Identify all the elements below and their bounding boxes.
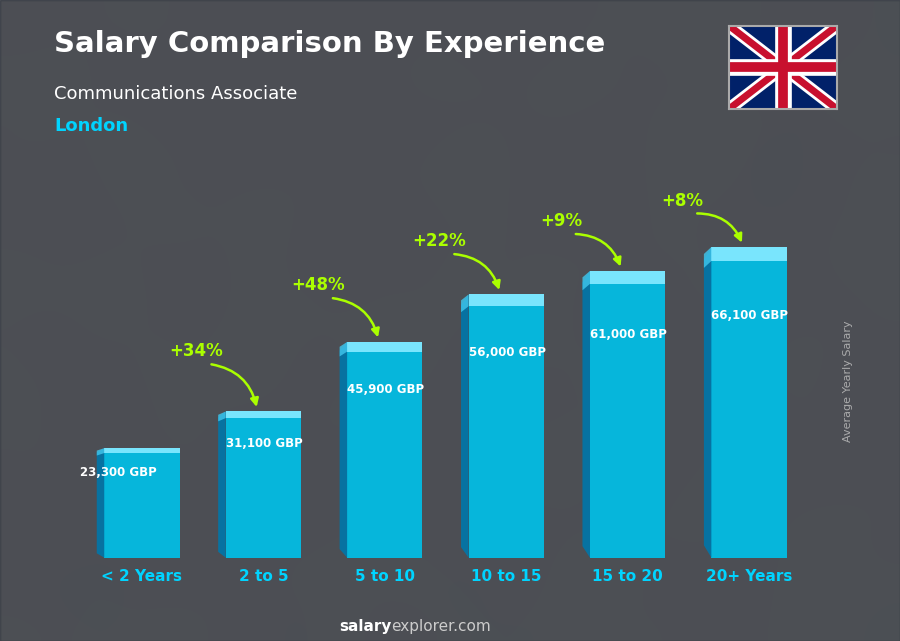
Text: +34%: +34% [170, 342, 223, 360]
Polygon shape [218, 412, 226, 421]
Text: London: London [54, 117, 128, 135]
Polygon shape [339, 342, 347, 356]
Bar [104, 448, 180, 453]
Bar [469, 294, 544, 558]
Polygon shape [339, 342, 347, 558]
Text: +48%: +48% [292, 276, 345, 294]
Polygon shape [218, 412, 226, 558]
Polygon shape [97, 448, 104, 558]
Polygon shape [461, 294, 469, 312]
Text: 23,300 GBP: 23,300 GBP [80, 466, 157, 479]
Bar [469, 294, 544, 306]
Bar [347, 342, 422, 352]
Text: +9%: +9% [540, 212, 582, 230]
Text: +8%: +8% [662, 192, 703, 210]
Text: salary: salary [339, 619, 392, 635]
Polygon shape [461, 294, 469, 558]
Text: 66,100 GBP: 66,100 GBP [711, 309, 788, 322]
Text: 45,900 GBP: 45,900 GBP [347, 383, 424, 396]
Bar [226, 412, 301, 418]
Polygon shape [582, 271, 590, 558]
Bar [347, 342, 422, 558]
Polygon shape [704, 247, 711, 268]
Polygon shape [97, 448, 104, 456]
Bar [226, 412, 301, 558]
Bar [104, 448, 180, 558]
Text: 56,000 GBP: 56,000 GBP [469, 346, 545, 359]
Text: Salary Comparison By Experience: Salary Comparison By Experience [54, 29, 605, 58]
Text: 61,000 GBP: 61,000 GBP [590, 328, 667, 340]
Polygon shape [582, 271, 590, 290]
Text: explorer.com: explorer.com [392, 619, 491, 635]
Polygon shape [704, 247, 711, 558]
Bar [590, 271, 665, 558]
Bar [711, 247, 787, 558]
Text: Average Yearly Salary: Average Yearly Salary [843, 320, 853, 442]
Bar [590, 271, 665, 284]
Text: 31,100 GBP: 31,100 GBP [226, 437, 302, 450]
Text: +22%: +22% [412, 233, 466, 251]
Text: Communications Associate: Communications Associate [54, 85, 297, 103]
Bar [711, 247, 787, 261]
